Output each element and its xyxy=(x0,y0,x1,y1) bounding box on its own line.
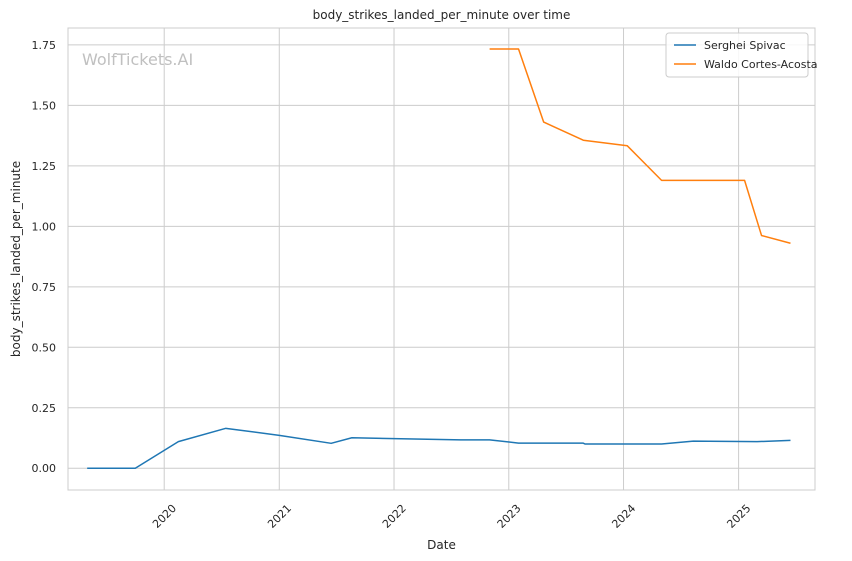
series-line-1 xyxy=(489,48,791,245)
plot-frame xyxy=(67,27,816,491)
y-tick-label: 1.75 xyxy=(32,39,57,52)
watermark-text: WolfTickets.AI xyxy=(82,50,193,69)
legend: Serghei Spivac Waldo Cortes-Acosta xyxy=(665,32,818,78)
y-tick-label: 1.25 xyxy=(32,160,57,173)
y-tick-label: 1.00 xyxy=(32,220,57,233)
legend-label-0: Serghei Spivac xyxy=(704,39,786,52)
legend-label-1: Waldo Cortes-Acosta xyxy=(704,58,818,71)
chart-title: body_strikes_landed_per_minute over time xyxy=(313,8,571,22)
legend-box xyxy=(665,32,809,78)
y-tick-label: 0.50 xyxy=(32,341,57,354)
y-axis-label: body_strikes_landed_per_minute xyxy=(9,161,23,357)
y-tick-label: 0.00 xyxy=(32,462,57,475)
y-tick-label: 1.50 xyxy=(32,99,57,112)
grid xyxy=(68,28,815,490)
series-lines xyxy=(87,48,791,469)
y-tick-label: 0.75 xyxy=(32,281,57,294)
x-axis-label: Date xyxy=(427,538,456,552)
series-line-0 xyxy=(87,427,791,469)
y-tick-label: 0.25 xyxy=(32,402,57,415)
